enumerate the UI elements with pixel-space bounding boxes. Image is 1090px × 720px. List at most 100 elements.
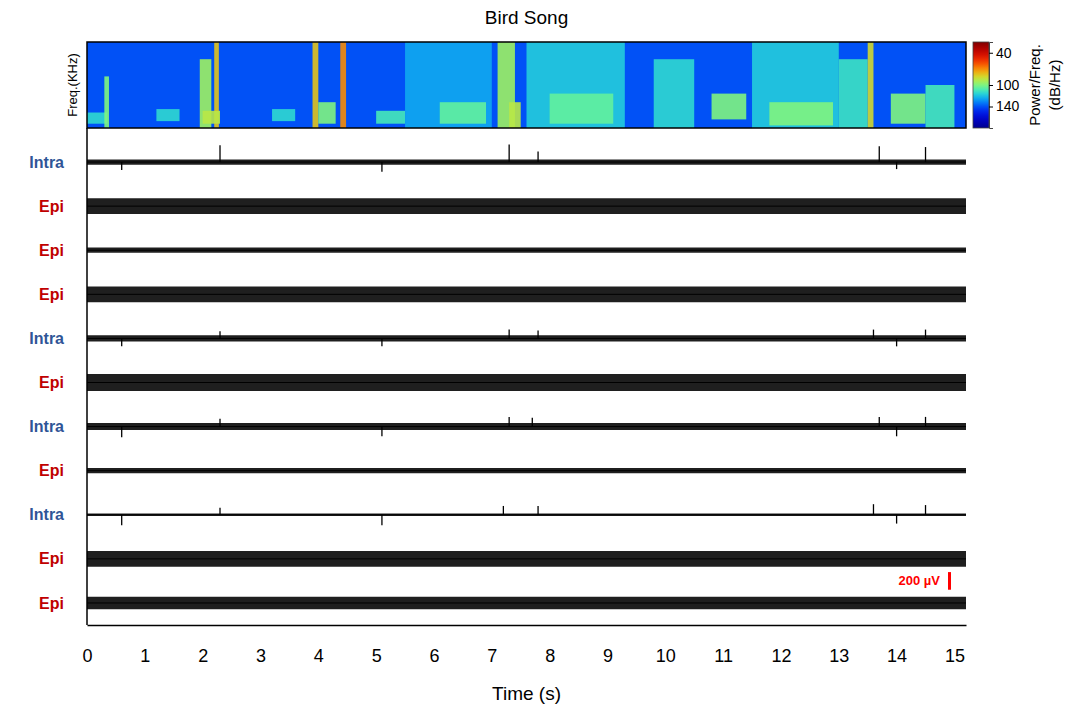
trace-baseline [87,250,966,251]
trace [87,597,966,609]
spike [509,144,510,162]
trace-label: Intra [29,154,64,171]
spike [925,505,926,515]
spike [219,145,220,162]
trace-noise-band [87,374,966,391]
spectrogram-cell [654,59,694,128]
x-axis-line [88,625,967,627]
spectrogram-cell [712,94,747,120]
x-tick: 7 [487,625,497,666]
spectrogram-cell [405,42,492,128]
x-tick-label: 9 [603,646,613,666]
trace [87,417,966,437]
spike [925,147,926,162]
x-tick: 14 [887,625,907,666]
colorbar [973,42,989,128]
trace-baseline [87,294,966,295]
x-tick: 1 [140,625,150,666]
colorbar-tick-mark [989,85,993,86]
trace-label: Epi [39,286,64,303]
x-tick-label: 1 [140,646,150,666]
x-tick-label: 7 [487,646,497,666]
x-tick: 11 [714,625,733,666]
x-tick-label: 6 [429,646,439,666]
spectrogram-cell [839,59,868,128]
spike [879,146,880,162]
scale-bar-label-background [897,572,943,589]
x-tick: 12 [771,625,791,666]
spike [532,418,533,427]
spectrogram-cell [156,109,179,121]
trace-label: Intra [29,506,64,523]
trace [87,468,966,473]
colorbar-tick-mark [989,107,993,108]
trace [87,248,966,253]
spike [537,506,538,515]
spike [873,504,874,515]
x-tick-label: 0 [82,646,92,666]
colorbar-tick-label: 40 [996,45,1012,61]
colorbar-axis-line [990,43,994,129]
trace-noise-band [87,198,966,214]
trace [87,198,966,214]
scale-bar [948,572,951,590]
trace-noise-band [87,248,966,253]
trace-label: Epi [39,550,64,567]
x-tick-label: 4 [314,646,324,666]
trace-label: Intra [29,330,64,347]
x-tick: 15 [945,625,965,666]
x-tick-label: 2 [198,646,208,666]
title: Bird Song [485,7,568,28]
colorbar-tick: 140 [989,98,1020,114]
colorbar-tick-mark [989,53,993,54]
trace [87,144,966,171]
spectrogram-cell [203,111,220,124]
spike [121,338,122,346]
x-tick-label: 12 [771,646,791,666]
trace-panel-left-line [86,128,88,625]
spectrogram-background [87,42,966,128]
spectrogram-cell [87,113,107,124]
colorbar-tick-label: 140 [996,98,1020,114]
spectrogram [87,42,966,128]
spectrogram-cell [769,102,833,125]
x-tick: 8 [545,625,555,666]
spike [896,427,897,437]
scale-bar-label: 200 µV [899,573,941,588]
trace-label: Intra [29,418,64,435]
spike [925,417,926,427]
x-tick-label: 14 [887,646,907,666]
trace-baseline [87,426,966,427]
x-tick-label: 10 [656,646,676,666]
spectrogram-cell [891,94,926,124]
spike [896,162,897,169]
trace [87,551,966,567]
x-tick: 2 [198,625,208,666]
figure: Bird SongFreq.(KHz)40100140Power/Freq.(d… [0,0,1090,720]
spectrogram-cell [318,102,335,124]
spike [925,330,926,339]
spectrogram-cell [104,76,109,128]
spectrogram-frame [87,42,966,128]
trace [87,286,966,302]
trace-label: Epi [39,462,64,479]
spike [381,515,382,526]
colorbar-axis: 40 100 140 [989,43,1020,129]
trace-baseline [87,206,966,207]
x-tick: 6 [429,625,439,666]
trace-baseline [87,558,966,559]
x-tick: 9 [603,625,613,666]
colorbar-label: (dB/Hz) [1046,60,1063,111]
spike [121,515,122,526]
trace-noise-band [87,159,966,164]
spike [219,508,220,515]
spectrogram-cell [272,109,295,121]
x-tick: 5 [372,625,382,666]
colorbar-tick: 100 [989,77,1020,93]
trace-noise-band [87,423,966,430]
spike [121,427,122,438]
trace-baseline [87,338,966,339]
trace-label: Epi [39,595,64,612]
x-axis-title: Time (s) [492,683,561,704]
spectrogram-cell [752,42,839,128]
